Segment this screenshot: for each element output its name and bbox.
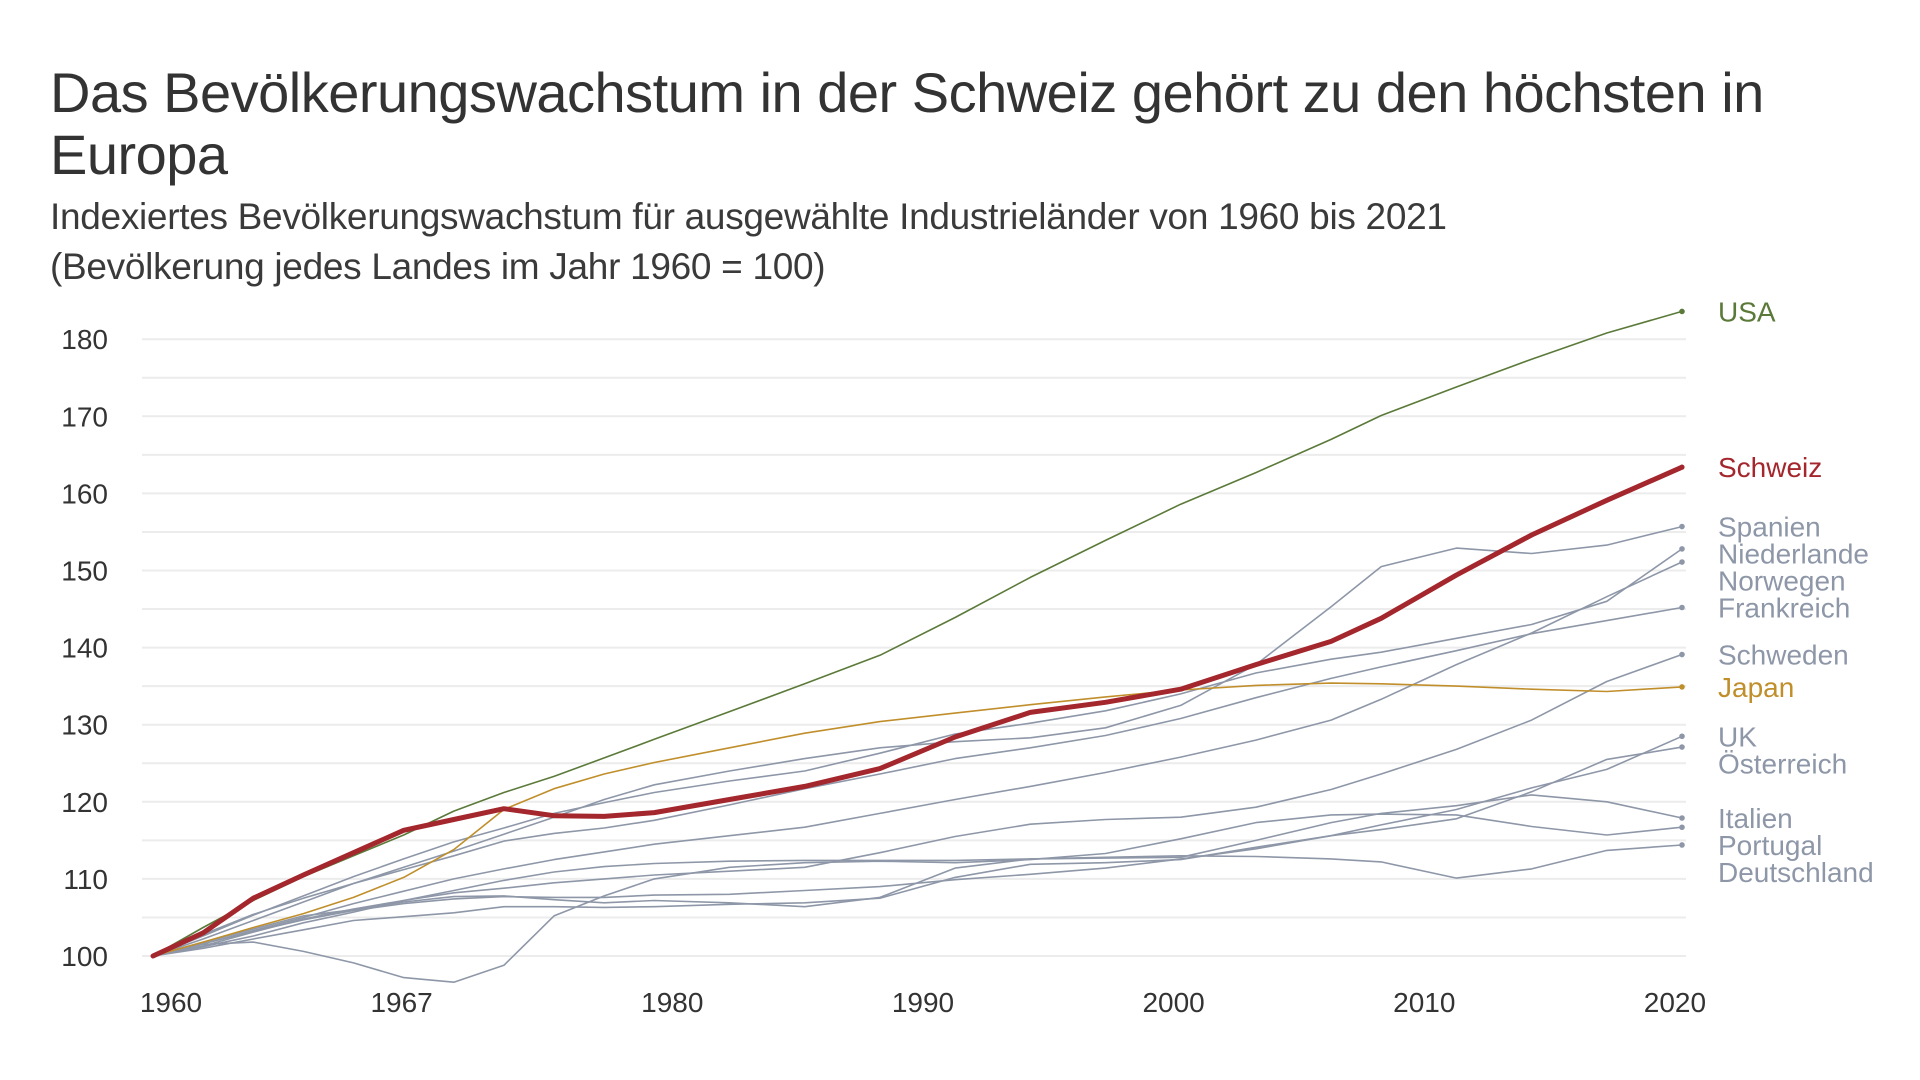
end-label-spanien: Spanien [1718, 512, 1821, 543]
chart-title: Das Bevölkerungswachstum in der Schweiz … [50, 61, 1764, 186]
end-label-uk: UK [1718, 721, 1757, 752]
end-label-niederlande: Niederlande [1718, 539, 1869, 570]
end-point-usa [1679, 308, 1685, 315]
series-line-deutschland [152, 844, 1683, 957]
end-label-deutschland: Deutschland [1718, 857, 1874, 888]
end-label-schweden: Schweden [1718, 640, 1849, 671]
subtitle-line-2: (Bevölkerung jedes Landes im Jahr 1960 =… [50, 246, 826, 287]
x-tick-label: 2000 [1142, 987, 1204, 1018]
series-line-schweiz [150, 464, 1685, 959]
series-line-uk [152, 735, 1683, 957]
end-label-italien: Italien [1718, 803, 1793, 834]
series-line-usa [152, 310, 1683, 957]
y-tick-label: 120 [61, 787, 108, 818]
x-tick-label: 2020 [1644, 987, 1706, 1018]
series-line-österreich [152, 746, 1683, 957]
x-axis-ticks: 1960 1967 1980 1990 2000 2010 2020 [140, 987, 1706, 1018]
y-tick-label: 180 [61, 324, 108, 355]
y-tick-label: 130 [61, 710, 108, 741]
end-point-frankreich [1679, 604, 1685, 611]
end-point-niederlande [1679, 546, 1685, 552]
y-tick-label: 170 [61, 401, 108, 432]
x-tick-label: 1990 [892, 987, 954, 1018]
end-point-japan [1679, 684, 1685, 690]
end-point-deutschland [1679, 842, 1685, 848]
gridlines [142, 338, 1686, 957]
series-lines [150, 308, 1685, 984]
end-label-frankreich: Frankreich [1718, 593, 1850, 624]
y-tick-label: 140 [61, 633, 108, 664]
end-point-uk [1679, 733, 1685, 740]
y-tick-label: 160 [61, 478, 108, 509]
series-line-spanien [152, 525, 1683, 957]
series-line-niederlande [152, 548, 1683, 957]
y-tick-label: 100 [61, 941, 108, 972]
y-tick-label: 150 [61, 556, 108, 587]
end-point-italien [1679, 815, 1685, 821]
x-tick-label: 1980 [641, 987, 703, 1018]
end-label-usa: USA [1718, 296, 1776, 327]
end-label-portugal: Portugal [1718, 830, 1822, 861]
y-axis-ticks: 100 110 120 130 140 150 160 170 180 [61, 324, 108, 972]
x-tick-label: 1960 [140, 987, 202, 1018]
subtitle-line-1: Indexiertes Bevölkerungswachstum für aus… [50, 196, 1447, 237]
y-tick-label: 110 [63, 864, 108, 895]
x-tick-label: 2010 [1393, 987, 1455, 1018]
series-end-labels: USA Schweiz SpanienNiederlandeNorwegenFran… [1718, 296, 1874, 888]
end-point-norwegen [1679, 559, 1685, 565]
series-line-portugal [152, 813, 1683, 984]
end-point-portugal [1679, 824, 1685, 831]
end-point-schweiz [1679, 464, 1685, 470]
series-line-norwegen [152, 561, 1683, 957]
end-point-spanien [1679, 523, 1685, 530]
end-label-schweiz: Schweiz [1718, 452, 1822, 483]
chart-subtitle: Indexiertes Bevölkerungswachstum für aus… [50, 192, 1447, 292]
end-label-norwegen: Norwegen [1718, 566, 1846, 597]
end-point-schweden [1679, 651, 1685, 658]
end-point-österreich [1679, 744, 1685, 750]
end-label-japan: Japan [1718, 672, 1794, 703]
end-label-österreich: Österreich [1718, 748, 1847, 779]
series-line-schweden [152, 653, 1683, 957]
x-tick-label: 1967 [370, 987, 432, 1018]
series-line-japan [152, 682, 1683, 957]
